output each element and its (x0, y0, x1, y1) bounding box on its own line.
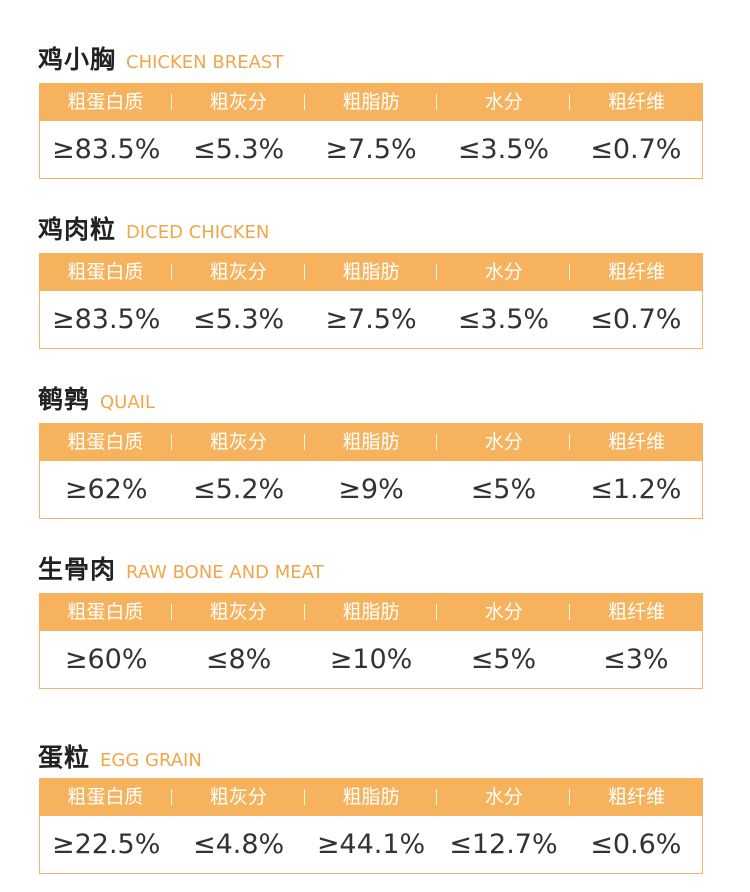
header-crude-protein: 粗蛋白质 (39, 253, 172, 291)
table-value-row: ≥62% ≤5.2% ≥9% ≤5% ≤1.2% (39, 461, 703, 519)
value-moisture: ≤3.5% (457, 134, 550, 165)
value-moisture: ≤5% (470, 474, 537, 505)
value-crude-ash: ≤4.8% (193, 829, 285, 860)
section-title-cn: 生骨肉 (38, 555, 117, 584)
header-crude-fiber: 粗纤维 (608, 601, 666, 623)
header-crude-protein: 粗蛋白质 (39, 423, 172, 461)
value-crude-fiber: ≤0.7% (590, 304, 682, 335)
table-value-row: ≥60% ≤8% ≥10% ≤5% ≤3% (39, 631, 703, 689)
table-header-row: 粗蛋白质 粗灰分 粗脂肪 水分 粗纤维 (39, 593, 703, 631)
table-header-row: 粗蛋白质 粗灰分 粗脂肪 水分 粗纤维 (39, 423, 703, 461)
header-moisture: 水分 (437, 593, 570, 631)
table-value-row: ≥83.5% ≤5.3% ≥7.5% ≤3.5% ≤0.7% (39, 121, 703, 179)
header-crude-protein: 粗蛋白质 (39, 83, 172, 121)
header-crude-fat: 粗脂肪 (305, 423, 438, 461)
value-moisture: ≤5% (470, 644, 537, 675)
value-crude-fat: ≥9% (338, 474, 404, 505)
value-crude-ash: ≤8% (205, 644, 272, 675)
value-crude-protein: ≥62% (64, 474, 148, 505)
value-crude-fiber: ≤0.7% (590, 134, 682, 165)
value-crude-ash: ≤5.3% (193, 134, 285, 165)
value-crude-fiber: ≤0.6% (590, 829, 682, 860)
value-crude-fiber: ≤3% (603, 644, 669, 675)
section-title-en: RAW BONE AND MEAT (126, 562, 324, 583)
header-crude-ash: 粗灰分 (172, 253, 305, 291)
table-value-row: ≥22.5% ≤4.8% ≥44.1% ≤12.7% ≤0.6% (39, 816, 703, 874)
table-value-row: ≥83.5% ≤5.3% ≥7.5% ≤3.5% ≤0.7% (39, 291, 703, 349)
header-crude-ash: 粗灰分 (172, 423, 305, 461)
header-moisture: 水分 (437, 423, 570, 461)
value-crude-protein: ≥83.5% (52, 304, 161, 335)
section-title-en: DICED CHICKEN (126, 222, 270, 243)
header-crude-fat: 粗脂肪 (305, 83, 438, 121)
table-header-row: 粗蛋白质 粗灰分 粗脂肪 水分 粗纤维 (39, 778, 703, 816)
value-moisture: ≤12.7% (449, 829, 558, 860)
header-moisture: 水分 (437, 778, 570, 816)
header-crude-fiber: 粗纤维 (608, 431, 666, 453)
value-crude-fat: ≥44.1% (316, 829, 426, 860)
value-crude-protein: ≥60% (64, 644, 148, 675)
table-header-row: 粗蛋白质 粗灰分 粗脂肪 水分 粗纤维 (39, 253, 703, 291)
header-crude-fat: 粗脂肪 (305, 778, 438, 816)
header-crude-fat: 粗脂肪 (305, 253, 438, 291)
section-title: 鸡肉粒 DICED CHICKEN (38, 210, 269, 246)
section-title-en: EGG GRAIN (100, 750, 202, 771)
value-crude-protein: ≥22.5% (52, 829, 161, 860)
header-moisture: 水分 (437, 253, 570, 291)
value-crude-fat: ≥10% (329, 644, 413, 675)
table-header-row: 粗蛋白质 粗灰分 粗脂肪 水分 粗纤维 (39, 83, 703, 121)
section-title: 鹌鹑 QUAIL (38, 380, 155, 416)
value-crude-ash: ≤5.2% (193, 474, 285, 505)
header-crude-ash: 粗灰分 (172, 593, 305, 631)
header-moisture: 水分 (437, 83, 570, 121)
section-title: 鸡小胸 CHICKEN BREAST (38, 40, 283, 76)
value-crude-fat: ≥7.5% (325, 134, 417, 165)
value-crude-fat: ≥7.5% (325, 304, 417, 335)
header-crude-fat: 粗脂肪 (305, 593, 438, 631)
header-crude-protein: 粗蛋白质 (39, 593, 172, 631)
section-title-cn: 蛋粒 (38, 743, 91, 772)
section-title: 蛋粒 EGG GRAIN (38, 738, 202, 774)
value-moisture: ≤3.5% (457, 304, 550, 335)
header-crude-fiber: 粗纤维 (608, 786, 666, 808)
value-crude-fiber: ≤1.2% (590, 474, 682, 505)
section-title-en: CHICKEN BREAST (126, 52, 284, 73)
section-title-en: QUAIL (100, 392, 156, 413)
section-title-cn: 鸡肉粒 (38, 215, 117, 244)
header-crude-ash: 粗灰分 (172, 83, 305, 121)
value-crude-ash: ≤5.3% (193, 304, 285, 335)
header-crude-fiber: 粗纤维 (608, 91, 666, 113)
header-crude-protein: 粗蛋白质 (39, 778, 172, 816)
header-crude-fiber: 粗纤维 (608, 261, 666, 283)
section-title-cn: 鸡小胸 (38, 45, 117, 74)
section-title-cn: 鹌鹑 (38, 385, 91, 414)
value-crude-protein: ≥83.5% (52, 134, 161, 165)
header-crude-ash: 粗灰分 (172, 778, 305, 816)
section-title: 生骨肉 RAW BONE AND MEAT (38, 550, 324, 586)
